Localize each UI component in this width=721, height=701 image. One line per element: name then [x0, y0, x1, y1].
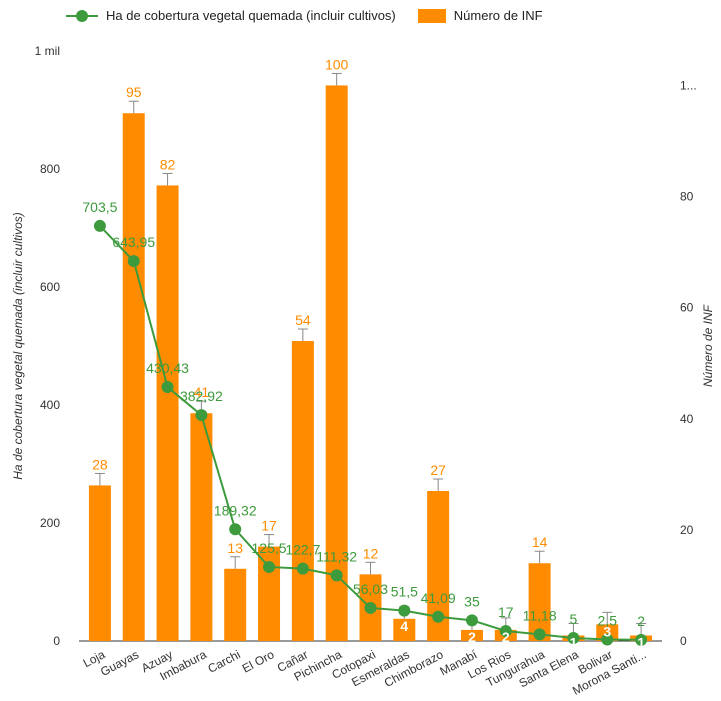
legend-item-line[interactable]: Ha de cobertura vegetal quemada (incluir…: [66, 8, 396, 23]
bar-value-label: 2: [468, 629, 476, 645]
line-value-label: 5: [570, 611, 578, 627]
line-point: [93, 219, 106, 232]
x-tick-label: Carchi: [205, 647, 242, 676]
bar-value-label: 3: [603, 623, 611, 639]
bar-value-label: 28: [92, 456, 108, 472]
bar: [325, 85, 348, 641]
line-value-label: 56,03: [353, 581, 388, 597]
line-point: [567, 632, 580, 645]
bar: [291, 341, 314, 641]
line-point: [161, 381, 174, 394]
x-tick-label: Guayas: [98, 647, 141, 679]
y-left-tick-label: 200: [40, 516, 60, 530]
line-value-label: 2,5: [598, 613, 618, 629]
bar-value-label: 13: [227, 540, 243, 556]
line-point: [229, 523, 242, 536]
y-right-tick-label: 80: [680, 190, 694, 204]
y-left-tick-label: 400: [40, 398, 60, 412]
y-right-tick-label: 0: [680, 634, 687, 648]
bar-value-label: 95: [126, 84, 142, 100]
chart-legend: Ha de cobertura vegetal quemada (incluir…: [66, 8, 565, 23]
bar: [224, 568, 247, 641]
y-left-tick-label: 800: [40, 162, 60, 176]
legend-bar-label: Número de INF: [453, 8, 543, 23]
bar: [88, 485, 111, 641]
y-right-axis-title: Número de INF: [701, 304, 715, 387]
bar-value-label: 1: [570, 634, 578, 650]
legend-line-label: Ha de cobertura vegetal quemada (incluir…: [106, 8, 396, 23]
line-value-label: 41,09: [421, 590, 456, 606]
y-left-tick-label: 600: [40, 280, 60, 294]
y-left-tick-label: 1 mil: [35, 44, 60, 58]
y-right-tick-label: 60: [680, 301, 694, 315]
x-tick-label: El Oro: [240, 647, 277, 675]
bar: [528, 563, 551, 641]
line-value-label: 430,43: [146, 360, 189, 376]
bar: [190, 413, 213, 641]
bar: [460, 629, 483, 641]
line-value-label: 382,92: [180, 388, 223, 404]
y-right-tick-label: 40: [680, 412, 694, 426]
line-point: [533, 628, 546, 641]
y-left-tick-label: 0: [53, 634, 60, 648]
line-point: [330, 569, 343, 582]
bar-value-label: 1: [637, 634, 645, 650]
line-value-label: 125,5: [252, 540, 287, 556]
bar: [258, 546, 281, 641]
line-point: [127, 255, 140, 268]
line-point: [635, 633, 648, 646]
line-point: [601, 633, 614, 646]
bar-value-label: 2: [502, 629, 510, 645]
bar-value-label: 14: [532, 534, 548, 550]
bar-value-label: 54: [295, 312, 311, 328]
line-value-label: 17: [498, 604, 514, 620]
line-value-label: 2: [637, 613, 645, 629]
line-value-label: 111,32: [316, 548, 357, 564]
bar-value-label: 12: [363, 545, 379, 561]
line-value-label: 11,18: [523, 607, 557, 623]
line-point: [296, 562, 309, 575]
y-right-tick-label: 1...: [680, 78, 697, 92]
bar-value-label: 4: [400, 618, 408, 634]
line-point: [432, 610, 445, 623]
line-value-label: 35: [464, 593, 480, 609]
line-point: [263, 560, 276, 573]
line-value-label: 643,95: [112, 234, 155, 250]
bar-series-swatch-icon: [417, 8, 446, 23]
bar: [427, 491, 450, 641]
legend-item-bar[interactable]: Número de INF: [417, 8, 543, 23]
line-value-label: 51,5: [391, 584, 418, 600]
line-value-label: 122,7: [285, 542, 320, 558]
line-point: [364, 601, 377, 614]
bar-value-label: 17: [261, 518, 277, 534]
line-value-label: 703,5: [82, 199, 117, 215]
line-series-swatch-icon: [66, 9, 98, 23]
y-right-tick-label: 20: [680, 523, 694, 537]
line-point: [195, 409, 208, 422]
line-point: [465, 614, 478, 627]
y-left-axis-title: Ha de cobertura vegetal quemada (incluir…: [11, 212, 25, 479]
bar-value-label: 41: [194, 384, 210, 400]
line-point: [398, 604, 411, 617]
bar: [393, 618, 416, 641]
bar: [156, 185, 179, 641]
bar: [596, 624, 619, 641]
bar-value-label: 100: [325, 56, 349, 72]
bar-value-label: 82: [160, 156, 176, 172]
bar: [122, 113, 145, 641]
line-value-label: 189,32: [214, 502, 257, 518]
bar-value-label: 27: [430, 462, 446, 478]
line-point: [499, 624, 512, 637]
